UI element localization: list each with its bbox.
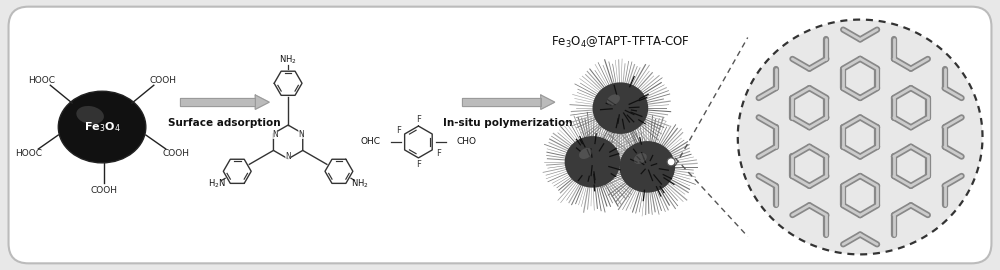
Text: HOOC: HOOC <box>15 149 42 158</box>
Text: Fe$_3$O$_4$@TAPT-TFTA-COF: Fe$_3$O$_4$@TAPT-TFTA-COF <box>551 35 690 50</box>
Text: NH$_2$: NH$_2$ <box>279 53 297 66</box>
Ellipse shape <box>593 82 648 134</box>
Text: NH$_2$: NH$_2$ <box>351 177 368 190</box>
Text: Fe$_3$O$_4$: Fe$_3$O$_4$ <box>84 120 120 134</box>
Text: OHC: OHC <box>361 137 381 146</box>
Text: HOOC: HOOC <box>28 76 55 85</box>
Text: N: N <box>272 130 278 139</box>
Text: COOH: COOH <box>91 186 118 195</box>
Ellipse shape <box>565 136 620 188</box>
Ellipse shape <box>634 153 647 164</box>
Text: In-situ polymerization: In-situ polymerization <box>443 118 573 128</box>
Text: H$_2$N: H$_2$N <box>208 177 226 190</box>
Polygon shape <box>541 95 555 109</box>
Text: F: F <box>416 160 421 169</box>
Ellipse shape <box>579 148 592 159</box>
Ellipse shape <box>738 20 983 254</box>
Polygon shape <box>462 98 541 106</box>
Ellipse shape <box>607 94 620 105</box>
Text: N: N <box>285 152 291 161</box>
Text: CHO: CHO <box>456 137 476 146</box>
Text: F: F <box>396 126 401 135</box>
Polygon shape <box>255 95 269 109</box>
Text: F: F <box>436 149 441 158</box>
Text: N: N <box>298 130 304 139</box>
Text: F: F <box>416 114 421 124</box>
FancyBboxPatch shape <box>9 7 991 263</box>
Text: COOH: COOH <box>149 76 176 85</box>
Circle shape <box>667 158 675 166</box>
Ellipse shape <box>58 91 146 163</box>
Ellipse shape <box>76 106 104 124</box>
Ellipse shape <box>619 141 675 193</box>
Text: Surface adsorption: Surface adsorption <box>168 118 281 128</box>
Text: COOH: COOH <box>162 149 189 158</box>
Polygon shape <box>180 98 255 106</box>
